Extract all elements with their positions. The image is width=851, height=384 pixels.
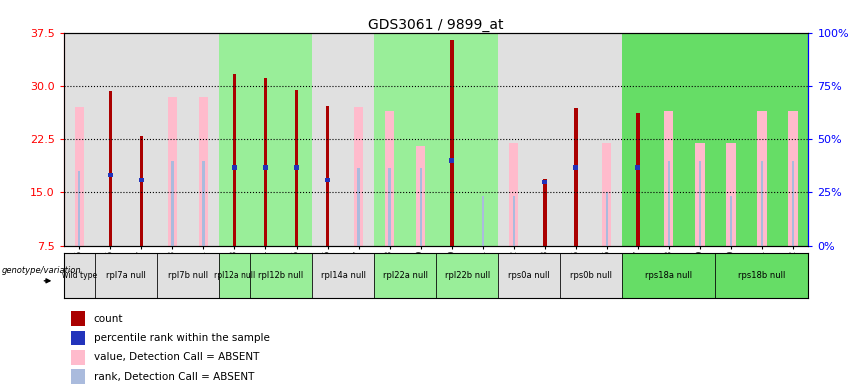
Text: rpl22a null: rpl22a null xyxy=(383,271,427,280)
Bar xyxy=(668,161,670,246)
Bar xyxy=(232,74,237,246)
Bar xyxy=(757,111,767,246)
Bar xyxy=(699,161,701,246)
Bar xyxy=(75,107,84,246)
Text: value, Detection Call = ABSENT: value, Detection Call = ABSENT xyxy=(94,353,259,362)
Bar xyxy=(560,33,622,246)
Bar xyxy=(543,179,546,246)
Text: rps18a null: rps18a null xyxy=(645,271,693,280)
Bar xyxy=(294,90,299,246)
Bar xyxy=(312,33,374,246)
Text: rpl22b null: rpl22b null xyxy=(444,271,490,280)
Text: rank, Detection Call = ABSENT: rank, Detection Call = ABSENT xyxy=(94,372,254,382)
Bar xyxy=(730,196,732,246)
Bar xyxy=(498,253,560,298)
Bar xyxy=(199,97,208,246)
Bar xyxy=(420,168,422,246)
Bar xyxy=(695,143,705,246)
Bar xyxy=(157,33,219,246)
Text: rpl12a null: rpl12a null xyxy=(214,271,255,280)
Bar xyxy=(203,161,204,246)
Bar xyxy=(250,33,312,246)
Bar xyxy=(219,253,250,298)
Text: rpl7a null: rpl7a null xyxy=(106,271,146,280)
Bar xyxy=(542,180,547,184)
Bar xyxy=(509,143,518,246)
Text: genotype/variation: genotype/variation xyxy=(2,266,82,275)
Bar xyxy=(168,97,177,246)
Bar xyxy=(606,192,608,246)
Bar xyxy=(726,143,735,246)
Text: rps0a null: rps0a null xyxy=(508,271,550,280)
Bar xyxy=(636,113,640,246)
Bar xyxy=(761,161,763,246)
Bar xyxy=(664,111,673,246)
Bar xyxy=(512,196,515,246)
Bar xyxy=(94,253,157,298)
Bar xyxy=(573,166,579,170)
Bar xyxy=(139,177,144,182)
Bar xyxy=(603,143,611,246)
Bar xyxy=(374,33,436,246)
Bar xyxy=(498,33,560,246)
Bar xyxy=(374,253,436,298)
Bar xyxy=(449,158,454,163)
Bar xyxy=(64,253,94,298)
Bar xyxy=(71,331,84,345)
Bar xyxy=(436,33,498,246)
Bar xyxy=(788,111,797,246)
Bar xyxy=(108,91,112,246)
Bar xyxy=(791,161,794,246)
Bar xyxy=(219,33,250,246)
Bar xyxy=(388,168,391,246)
Text: rpl7b null: rpl7b null xyxy=(168,271,208,280)
Bar xyxy=(450,40,454,246)
Bar xyxy=(635,166,641,170)
Bar xyxy=(385,111,394,246)
Bar xyxy=(64,33,94,246)
Bar xyxy=(574,108,578,246)
Bar xyxy=(231,166,237,170)
Text: rps0b null: rps0b null xyxy=(570,271,612,280)
Bar xyxy=(140,136,143,246)
Bar xyxy=(250,253,312,298)
Bar xyxy=(326,106,329,246)
Bar xyxy=(482,196,483,246)
Bar xyxy=(264,78,267,246)
Bar xyxy=(325,177,330,182)
Text: wild type: wild type xyxy=(62,271,97,280)
Bar xyxy=(171,161,174,246)
Bar xyxy=(263,166,268,170)
Bar xyxy=(436,253,498,298)
Bar xyxy=(560,253,622,298)
Title: GDS3061 / 9899_at: GDS3061 / 9899_at xyxy=(368,18,504,31)
Text: rpl12b null: rpl12b null xyxy=(259,271,304,280)
Bar xyxy=(71,369,84,384)
Bar xyxy=(622,33,716,246)
Bar xyxy=(312,253,374,298)
Bar xyxy=(94,33,157,246)
Bar xyxy=(78,171,81,246)
Bar xyxy=(108,172,113,177)
Bar xyxy=(157,253,219,298)
Text: rps18b null: rps18b null xyxy=(738,271,785,280)
Text: percentile rank within the sample: percentile rank within the sample xyxy=(94,333,270,343)
Bar xyxy=(357,168,360,246)
Bar xyxy=(716,33,808,246)
Text: rpl14a null: rpl14a null xyxy=(321,271,366,280)
Bar xyxy=(71,311,84,326)
Text: count: count xyxy=(94,314,123,324)
Bar xyxy=(71,350,84,365)
Bar xyxy=(716,253,808,298)
Bar xyxy=(354,107,363,246)
Bar xyxy=(622,253,716,298)
Bar xyxy=(294,166,299,170)
Bar xyxy=(416,146,426,246)
